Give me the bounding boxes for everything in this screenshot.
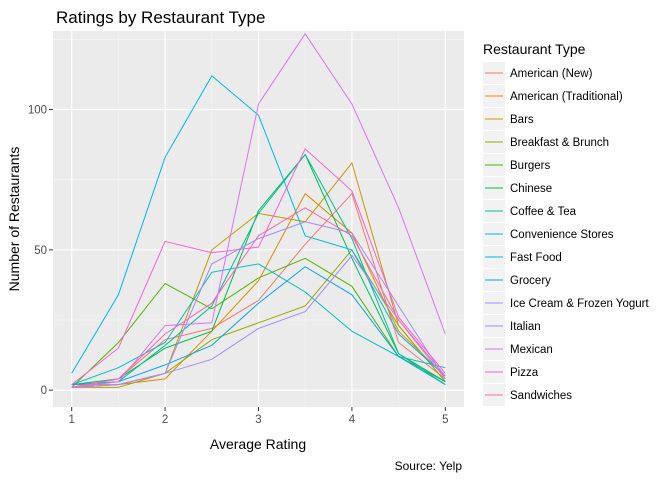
grid-lines <box>53 31 464 407</box>
series-line-convenience-stores <box>71 263 446 386</box>
y-tick-label: 100 <box>28 105 47 117</box>
legend-label: Breakfast & Brunch <box>510 137 609 149</box>
legend-label: Pizza <box>510 367 539 379</box>
x-axis-title: Average Rating <box>210 436 306 452</box>
legend-item: Convenience Stores <box>483 223 614 245</box>
legend-label: Chinese <box>510 183 552 195</box>
legend-item: American (Traditional) <box>483 85 623 107</box>
series-line-grocery <box>71 266 446 386</box>
legend-label: Coffee & Tea <box>510 206 577 218</box>
legend-item: Mexican <box>483 338 553 360</box>
x-tick-label: 3 <box>255 414 261 426</box>
legend-label: American (Traditional) <box>510 91 623 103</box>
series-line-burgers <box>71 257 446 388</box>
legend-item: Sandwiches <box>483 384 572 406</box>
legend-item: Pizza <box>483 361 539 383</box>
series-line-sandwiches <box>71 207 446 388</box>
legend-label: Sandwiches <box>510 390 572 402</box>
y-axis-title: Number of Restaurants <box>6 147 22 292</box>
legend-label: Convenience Stores <box>510 229 614 241</box>
x-tick-label: 4 <box>349 414 356 426</box>
legend-item: Breakfast & Brunch <box>483 131 609 153</box>
legend-item: Fast Food <box>483 246 562 268</box>
legend-item: American (New) <box>483 62 593 84</box>
series-lines <box>71 32 446 388</box>
series-line-chinese <box>71 153 446 386</box>
legend-item: Ice Cream & Frozen Yogurt <box>483 292 650 314</box>
y-tick-label: 50 <box>34 245 47 257</box>
legend-label: Fast Food <box>510 252 562 264</box>
legend-item: Grocery <box>483 269 551 291</box>
legend-label: Ice Cream & Frozen Yogurt <box>510 298 650 310</box>
legend-item: Coffee & Tea <box>483 200 577 222</box>
legend-item: Italian <box>483 315 541 337</box>
x-tick-label: 2 <box>162 414 168 426</box>
legend-label: Burgers <box>510 160 551 172</box>
y-tick-label: 0 <box>41 385 47 397</box>
legend-label: Mexican <box>510 344 553 356</box>
series-line-italian <box>71 221 446 388</box>
legend-label: Bars <box>510 114 534 126</box>
legend-label: Italian <box>510 321 541 333</box>
legend-label: American (New) <box>510 68 593 80</box>
chart-title: Ratings by Restaurant Type <box>56 8 265 27</box>
legend-label: Grocery <box>510 275 551 287</box>
legend-item: Burgers <box>483 154 551 176</box>
legend-title: Restaurant Type <box>483 41 586 57</box>
series-line-mexican <box>71 32 446 388</box>
series-line-coffee-tea <box>71 153 446 388</box>
x-tick-label: 5 <box>442 414 448 426</box>
source-caption: Source: Yelp <box>395 459 463 473</box>
legend: Restaurant Type American (New)American (… <box>483 41 650 406</box>
legend-items: American (New) American (Traditional) Bars… <box>483 62 650 406</box>
series-line-fast-food <box>71 75 446 377</box>
series-line-pizza <box>71 148 446 385</box>
legend-item: Bars <box>483 108 534 130</box>
x-tick-label: 1 <box>68 414 74 426</box>
legend-item: Chinese <box>483 177 552 199</box>
